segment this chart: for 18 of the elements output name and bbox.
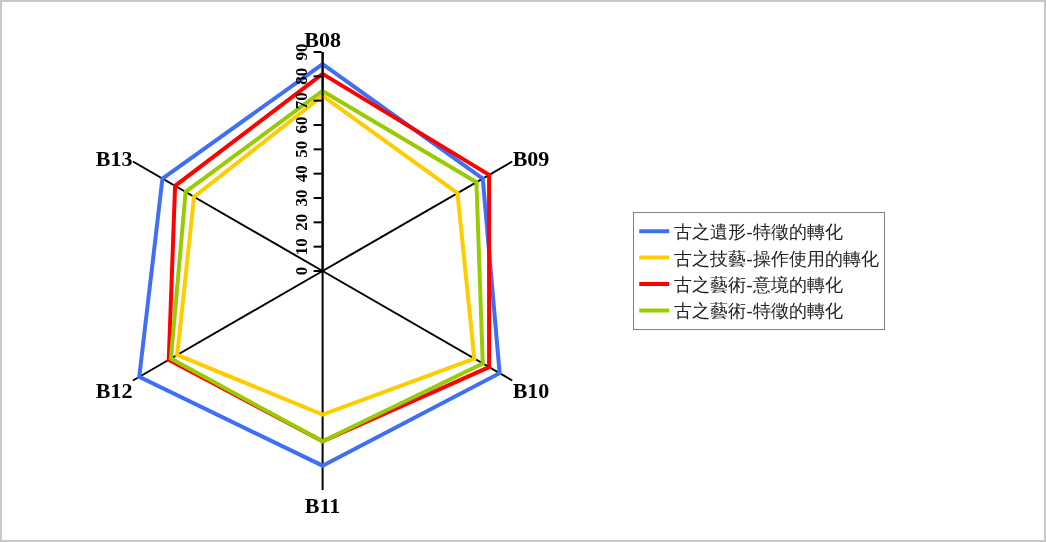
y-tick-label: 20 — [291, 213, 311, 231]
spoke-label: B10 — [512, 378, 550, 404]
y-tick-label: 80 — [291, 67, 311, 85]
legend-label: 古之技藝-操作使用的轉化 — [674, 247, 879, 269]
legend-label: 古之遺形-特徵的轉化 — [674, 221, 843, 243]
y-tick-label: 70 — [291, 92, 311, 110]
spoke-label: B09 — [512, 145, 550, 171]
y-tick-label: 10 — [291, 238, 311, 256]
spoke-label: B12 — [95, 378, 133, 404]
spoke-label: B13 — [95, 145, 133, 171]
y-tick-label: 50 — [291, 140, 311, 158]
y-tick-label: 0 — [291, 266, 311, 276]
y-tick-label: 60 — [291, 116, 311, 134]
spoke-label: B11 — [304, 492, 341, 518]
y-tick-label: 30 — [291, 189, 311, 207]
legend-label: 古之藝術-意境的轉化 — [674, 274, 843, 296]
legend-label: 古之藝術-特徵的轉化 — [674, 300, 843, 322]
y-tick-label: 40 — [291, 165, 311, 183]
